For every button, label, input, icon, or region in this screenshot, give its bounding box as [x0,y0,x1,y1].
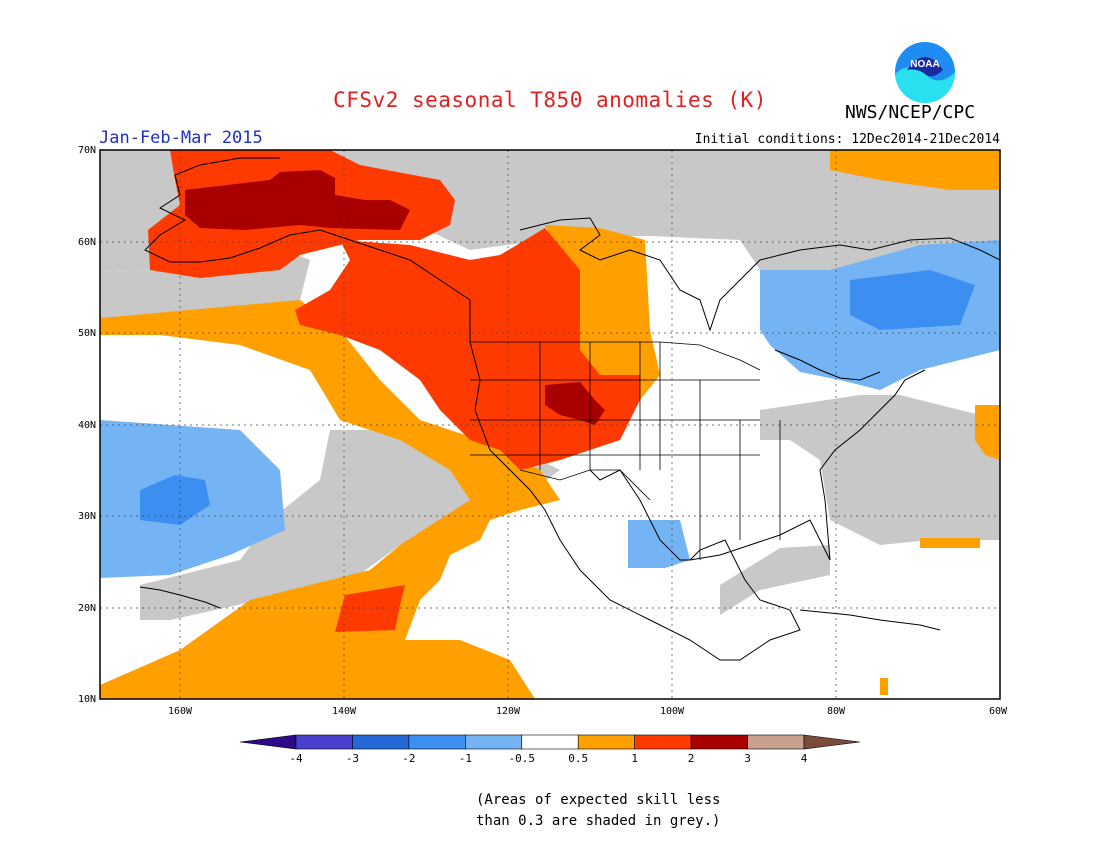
legend-label: -0.5 [509,752,536,765]
lon-tick-label: 60W [989,706,1008,717]
legend-swatch [408,734,466,750]
legend-swatch [352,734,410,750]
agency-label: NWS/NCEP/CPC [845,102,976,123]
anomaly-map: 70N 60N 50N 40N 30N 20N 10N 160W 140W 12… [78,145,1008,717]
legend-label: -1 [459,752,472,765]
lat-tick-label: 30N [78,511,96,522]
lat-tick-label: 40N [78,420,96,431]
skill-note: (Areas of expected skill less than 0.3 a… [476,790,720,832]
map-frame [99,149,1001,700]
legend-label: 4 [801,752,808,765]
noaa-logo-icon: NOAA [895,42,956,104]
legend-label: -4 [289,752,303,765]
chart-title: CFSv2 seasonal T850 anomalies (K) [333,88,767,112]
anomaly-field [100,150,1000,699]
lat-tick-label: 10N [78,694,96,705]
forecast-period: Jan-Feb-Mar 2015 [99,128,263,148]
lon-tick-label: 140W [332,706,357,717]
legend-swatch [690,734,748,750]
lat-tick-label: 70N [78,145,96,156]
lat-tick-label: 20N [78,603,96,614]
legend-label: 1 [631,752,638,765]
lon-tick-label: 120W [496,706,521,717]
legend-swatch [465,734,523,750]
legend-swatch [295,734,353,750]
legend-swatch [521,734,579,750]
skill-note-line: (Areas of expected skill less [476,792,721,808]
legend-swatch [747,734,805,750]
color-legend: -4 -3 -2 -1 -0.5 0.5 1 2 3 4 [239,734,861,765]
legend-swatch [634,734,692,750]
graticule [100,150,1000,699]
legend-label: -3 [346,752,359,765]
borders [470,341,781,560]
legend-label: 3 [744,752,751,765]
lon-tick-label: 160W [168,706,193,717]
coastlines [139,157,1000,661]
legend-label: -2 [402,752,415,765]
lon-tick-label: 100W [660,706,685,717]
skill-note-line: than 0.3 are shaded in grey.) [476,813,721,829]
legend-swatch [577,734,635,750]
legend-label: 0.5 [568,752,588,765]
lon-tick-label: 80W [827,706,846,717]
initial-conditions: Initial conditions: 12Dec2014-21Dec2014 [694,132,1000,147]
lat-tick-label: 60N [78,237,96,248]
lat-tick-label: 50N [78,328,96,339]
legend-swatch [239,734,297,750]
blue-regions [140,270,975,525]
legend-swatch [803,734,861,750]
legend-label: 2 [688,752,695,765]
logo-lettering: NOAA [910,59,939,70]
